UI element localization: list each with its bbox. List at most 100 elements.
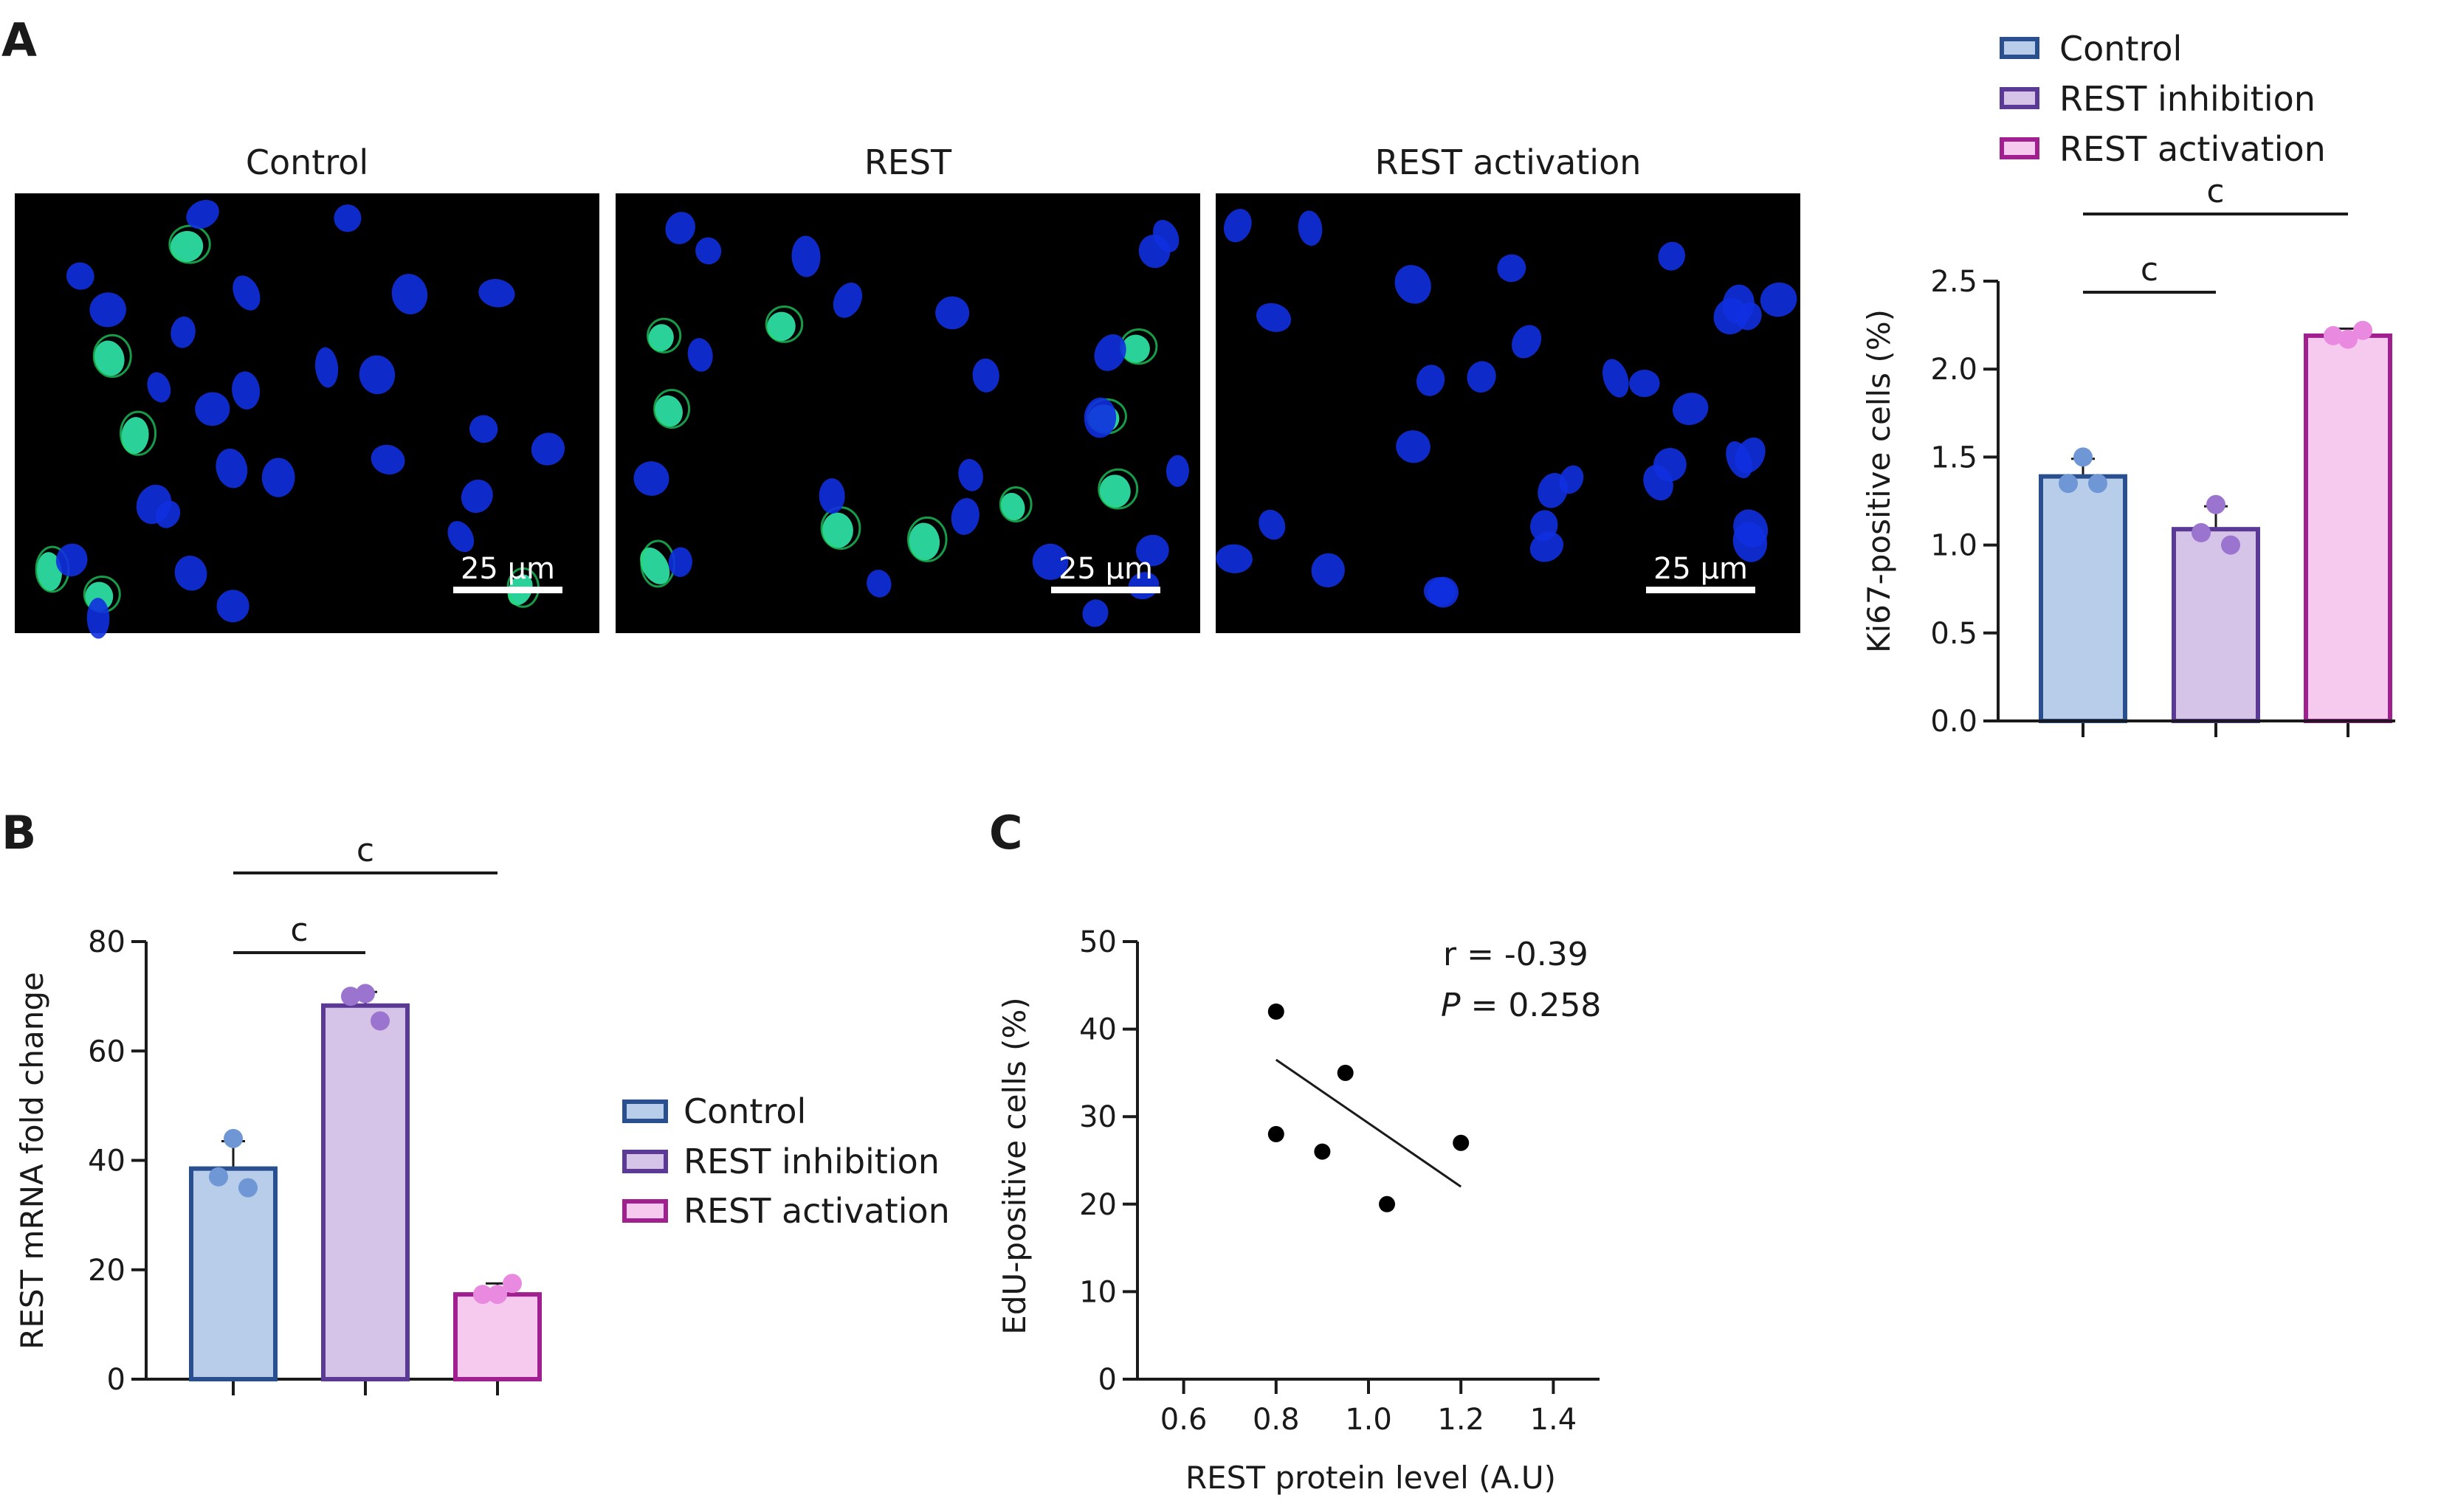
scale-bar-control: [453, 587, 562, 593]
cell-nucleus: [170, 230, 204, 263]
cell-nucleus: [1032, 543, 1069, 580]
legend-b: Control REST inhibition REST activation: [622, 1091, 950, 1231]
cell-nucleus: [867, 570, 892, 598]
cell-nucleus: [94, 340, 125, 376]
micrograph-activation-cells: [1216, 209, 1797, 608]
cell-nucleus: [1512, 325, 1542, 359]
data-point: [2338, 329, 2358, 349]
bar-2: [453, 1292, 542, 1381]
cell-nucleus: [1396, 430, 1430, 463]
cell-nucleus: [186, 199, 219, 229]
y-tick-label: 2.5: [1930, 265, 1977, 299]
ki67-signal: [765, 305, 804, 343]
scatter-point: [1267, 1125, 1284, 1142]
micrograph-caption-control: Control: [246, 142, 368, 182]
cell-nucleus: [1713, 298, 1748, 335]
x-tick-label: 1.0: [1345, 1403, 1392, 1437]
cell-nucleus: [935, 296, 970, 330]
cell-nucleus: [791, 235, 821, 277]
data-point: [488, 1285, 507, 1305]
cell-nucleus: [695, 237, 722, 265]
chart-c-p-value: = 0.258: [1461, 987, 1602, 1024]
x-tick-label: 0.6: [1160, 1403, 1208, 1437]
cell-nucleus: [767, 311, 796, 342]
cell-nucleus: [1099, 474, 1131, 508]
legend-a-label-control: Control: [2059, 29, 2182, 69]
y-tick-label: 0.5: [1930, 617, 1977, 651]
cell-nucleus: [174, 556, 207, 591]
chart-rest-mrna: REST mRNA fold change 0 20 40 60 80 c c: [14, 832, 542, 1397]
ki67-signal: [906, 516, 948, 562]
data-point: [2059, 474, 2078, 494]
y-tick-label: 50: [1079, 925, 1117, 959]
cell-nucleus: [86, 598, 110, 639]
cell-nucleus: [216, 590, 249, 623]
cell-nucleus: [958, 458, 983, 491]
cell-nucleus: [1658, 241, 1685, 271]
x-tick-label: 1.2: [1437, 1403, 1484, 1437]
micrograph-activation: 25 μm: [1216, 193, 1800, 633]
cell-nucleus: [469, 415, 498, 443]
data-point: [341, 987, 360, 1007]
data-point: [371, 1011, 390, 1031]
data-point: [503, 1274, 522, 1294]
ki67-signal: [168, 224, 211, 264]
x-tick-label: 0.8: [1253, 1403, 1300, 1437]
micrograph-control-bg: [15, 193, 599, 633]
bar-0: [189, 1166, 278, 1382]
legend-b-label-control: Control: [684, 1091, 806, 1131]
micrograph-control-cells: [35, 199, 565, 639]
ki67-signal: [92, 334, 132, 379]
cell-nucleus: [391, 274, 428, 314]
data-point: [473, 1285, 492, 1305]
legend-a-label-activation: REST activation: [2059, 129, 2326, 169]
scatter-point: [1337, 1064, 1354, 1081]
cell-nucleus: [1216, 544, 1253, 573]
scatter-point: [1453, 1134, 1470, 1151]
cell-nucleus: [1467, 361, 1496, 393]
legend-a-swatch-control: [2000, 37, 2039, 59]
chart-ki67: Ki67-positive cells (%) 0.0 0.5 1.0 1.5 2.0 2…: [1861, 173, 2395, 739]
cell-nucleus: [195, 392, 230, 427]
micrograph-caption-rest: REST: [864, 142, 952, 182]
legend-a-swatch-inhibition: [2000, 87, 2039, 109]
chart-c-xlabel: REST protein level (A.U): [1185, 1460, 1556, 1496]
legend-b-label-activation: REST activation: [684, 1191, 950, 1231]
cell-nucleus: [1223, 209, 1252, 243]
cell-nucleus: [478, 279, 515, 308]
cell-nucleus: [37, 552, 62, 591]
y-tick-label: 1.5: [1930, 441, 1977, 474]
data-point: [2324, 325, 2343, 345]
chart-b-ylabel: REST mRNA fold change: [14, 972, 50, 1350]
legend-b-label-inhibition: REST inhibition: [684, 1142, 940, 1181]
cell-nucleus: [1311, 553, 1345, 588]
cell-nucleus: [233, 275, 261, 311]
significance-label: c: [2141, 251, 2158, 289]
cell-nucleus: [1673, 393, 1709, 425]
data-point: [356, 984, 375, 1004]
cell-nucleus: [1256, 303, 1292, 332]
cell-nucleus: [1082, 599, 1109, 627]
cell-nucleus: [819, 478, 845, 514]
chart-c-ylabel: EdU-positive cells (%): [996, 997, 1033, 1334]
cell-nucleus: [1760, 282, 1797, 317]
legend-a: Control REST inhibition REST activation: [2000, 29, 2326, 169]
significance-label: c: [2206, 173, 2224, 210]
bar-1: [2172, 527, 2260, 723]
bar-1: [321, 1003, 410, 1381]
legend-b-swatch-control: [622, 1100, 668, 1123]
y-tick-label: 40: [88, 1145, 125, 1178]
data-point: [2192, 522, 2211, 542]
ki67-signal: [999, 486, 1033, 523]
y-tick-label: 2.0: [1930, 353, 1977, 387]
scale-label-control: 25 μm: [461, 552, 555, 586]
y-tick-label: 20: [1079, 1188, 1117, 1222]
data-point: [224, 1128, 243, 1148]
cell-nucleus: [1135, 534, 1169, 567]
cell-nucleus: [1602, 359, 1629, 398]
data-point: [209, 1167, 228, 1187]
y-tick-label: 30: [1079, 1100, 1117, 1134]
cell-nucleus: [147, 372, 171, 403]
cell-nucleus: [909, 522, 940, 561]
panel-label-c: C: [989, 806, 1023, 860]
